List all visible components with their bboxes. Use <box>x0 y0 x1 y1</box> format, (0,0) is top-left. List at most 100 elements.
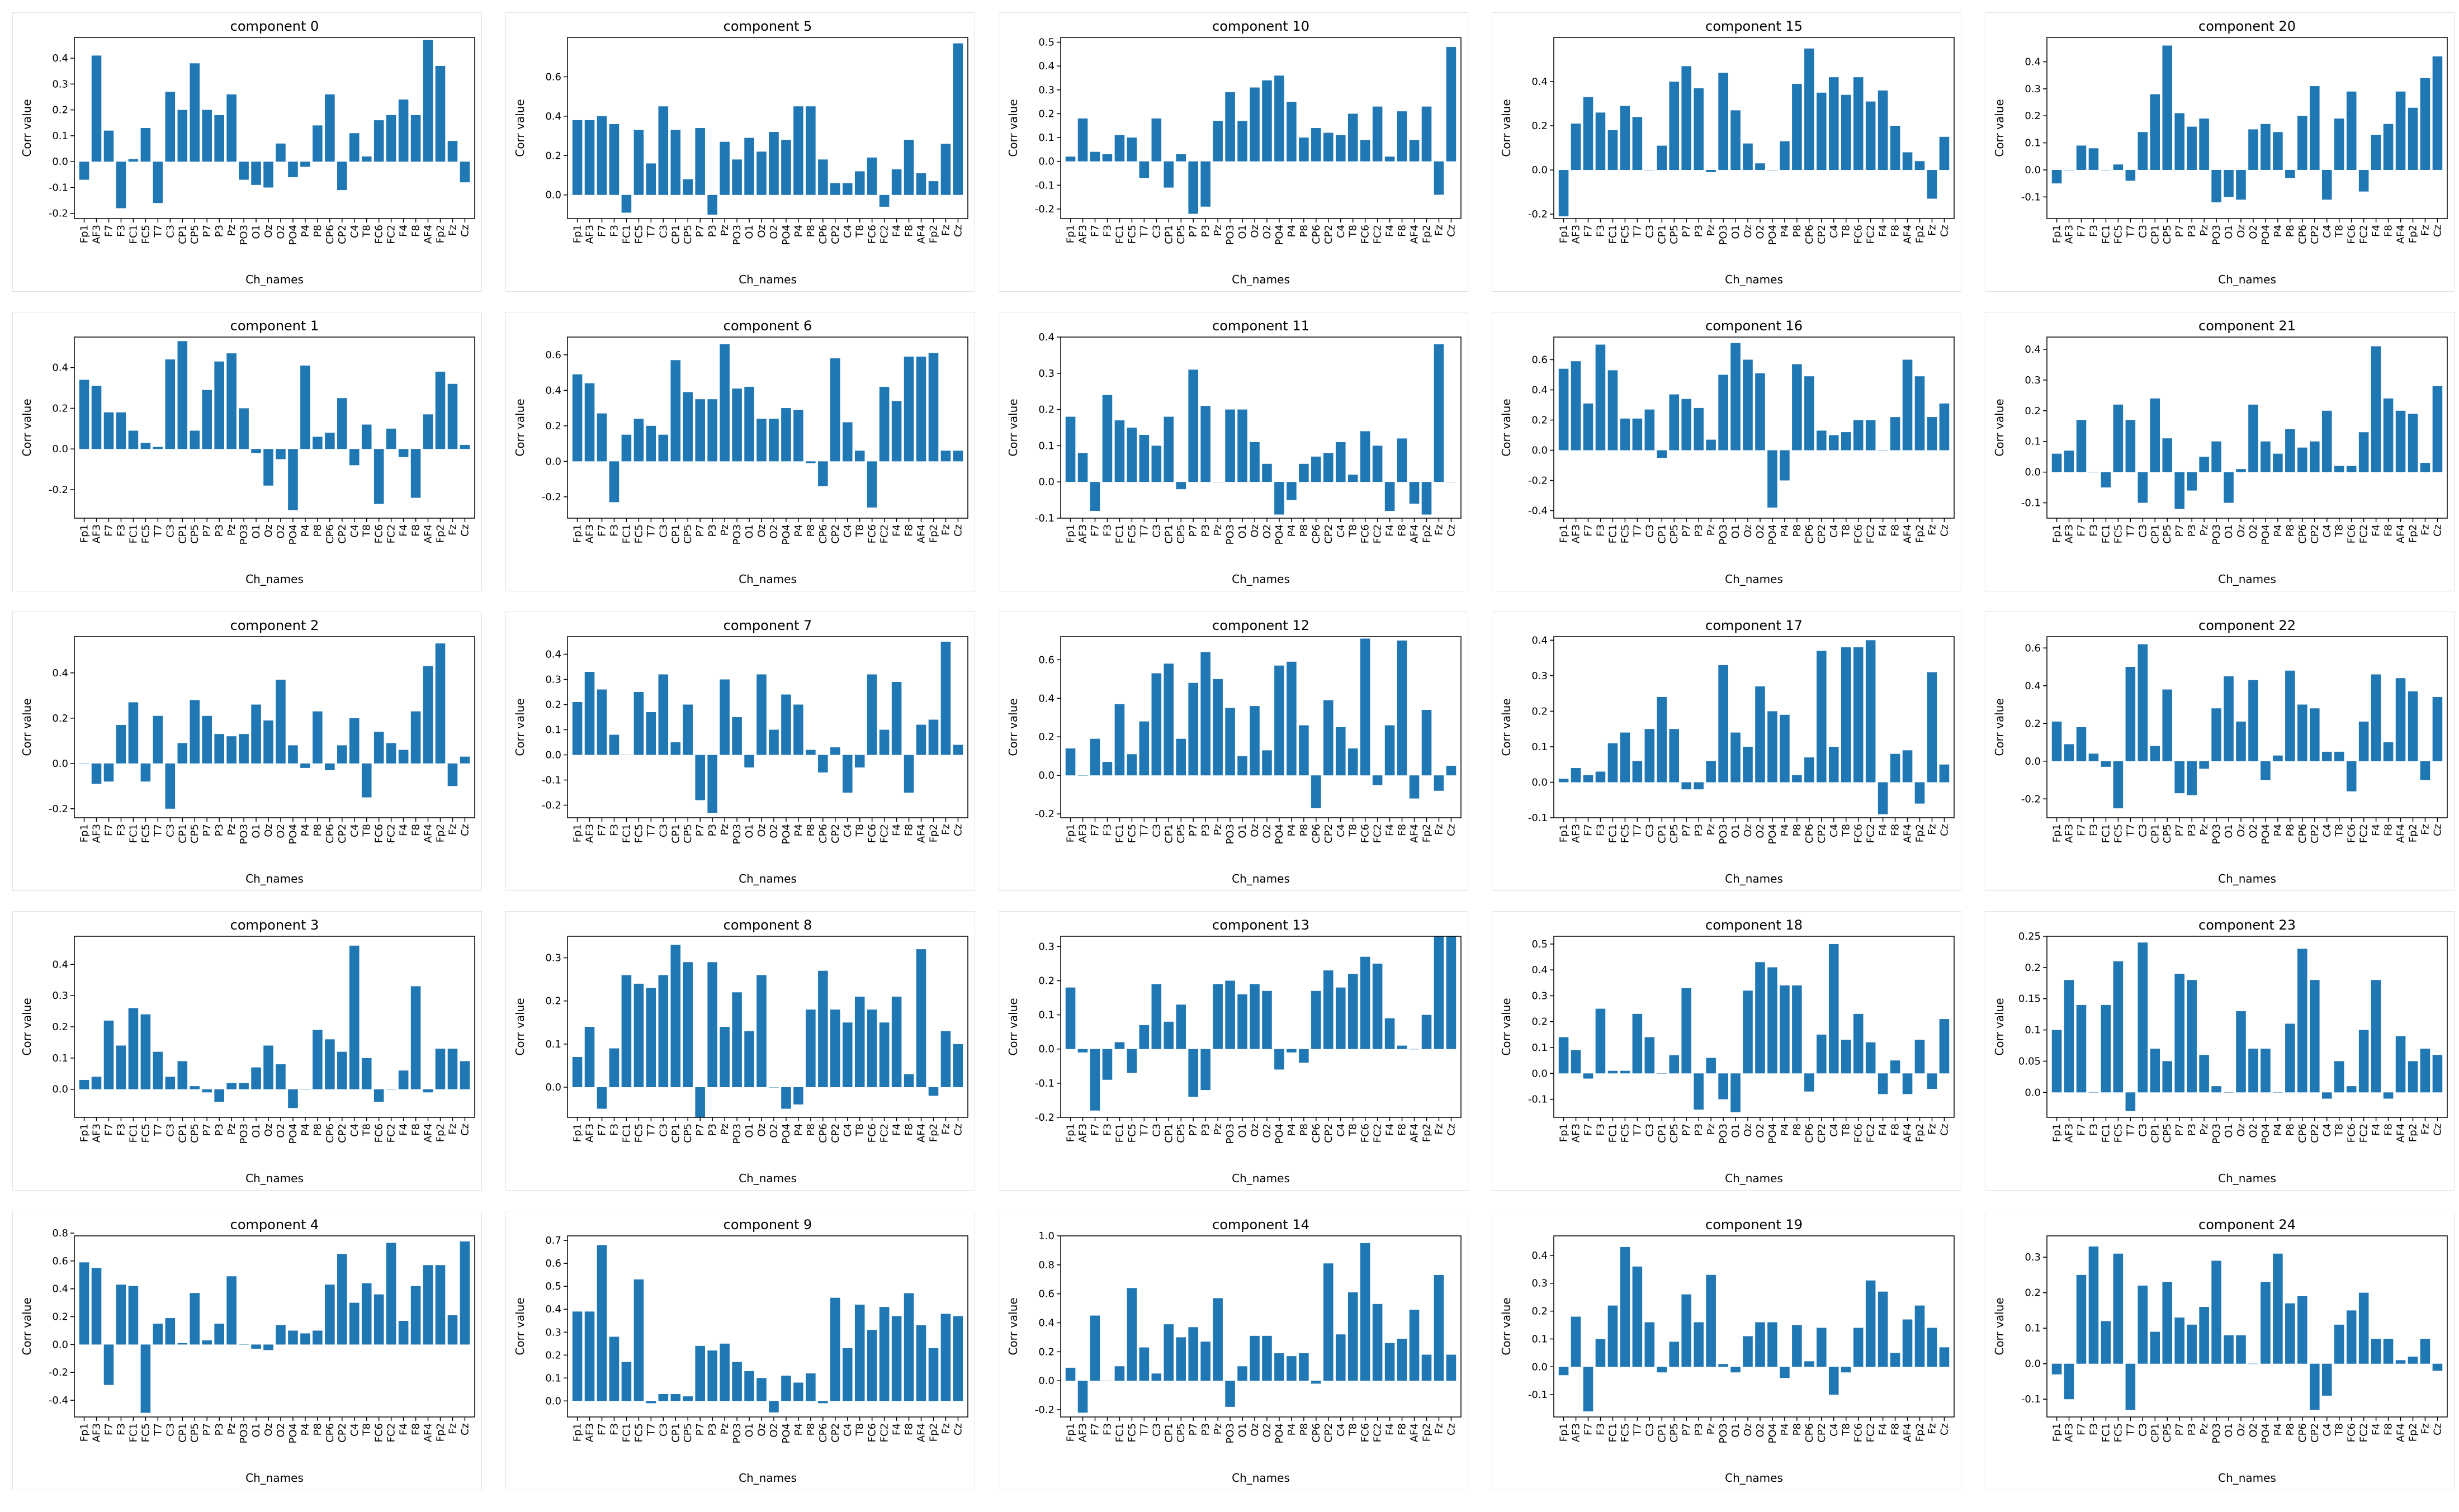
bar <box>1274 665 1284 776</box>
plot-frame <box>1553 37 1955 219</box>
bar <box>202 715 212 764</box>
bar <box>572 1057 583 1087</box>
x-tick-label: FC1 <box>127 225 139 244</box>
y-axis-label: Corr value <box>1500 399 1513 456</box>
bar <box>373 1294 384 1345</box>
plot-frame <box>1060 936 1462 1118</box>
x-tick-label: P3 <box>1200 824 1212 836</box>
chart-panel: component 7 -0.2 -0.1 0.0 0.1 0.2 0.3 0.4 Fp1 AF3… <box>505 612 975 891</box>
x-tick-label: F7 <box>2075 1423 2087 1435</box>
bar <box>1632 1013 1643 1074</box>
bar <box>744 138 754 195</box>
x-tick-label: PO4 <box>1767 225 1779 245</box>
x-tick-label: Fp2 <box>1421 524 1433 543</box>
bar <box>288 449 298 510</box>
x-tick-label: FC6 <box>867 824 878 843</box>
x-tick-label: O1 <box>744 1124 755 1138</box>
bar <box>1176 738 1186 776</box>
x-tick-label: F4 <box>2371 1124 2382 1136</box>
bar <box>2273 453 2283 472</box>
bar <box>597 413 607 462</box>
chart-title: component 17 <box>1705 618 1803 633</box>
bar <box>1767 1322 1777 1367</box>
bar <box>1287 482 1297 500</box>
bar <box>373 732 384 764</box>
bar <box>1421 709 1432 776</box>
bar <box>658 434 669 462</box>
chart-title: component 3 <box>230 917 319 933</box>
bar <box>769 132 779 195</box>
x-tick-label: CP5 <box>682 824 694 843</box>
x-tick-label: T7 <box>2125 524 2136 537</box>
bar <box>349 718 360 764</box>
bar <box>398 1070 409 1089</box>
chart-title: component 4 <box>230 1217 319 1233</box>
bar <box>1127 754 1137 776</box>
y-tick-label: 0.6 <box>2025 642 2041 654</box>
x-tick-label: CP6 <box>2297 824 2309 843</box>
x-tick-label: FC5 <box>1126 225 1138 244</box>
bar <box>720 1027 730 1087</box>
x-tick-label: P7 <box>2174 225 2186 237</box>
x-tick-label: T7 <box>152 824 164 837</box>
bar <box>707 195 717 215</box>
x-tick-label: FC6 <box>373 1423 385 1442</box>
x-tick-label: T8 <box>361 1124 373 1136</box>
x-axis-label: Ch_names <box>1725 273 1783 286</box>
y-tick-label: 0.4 <box>1531 634 1548 646</box>
bar <box>781 1087 791 1109</box>
bar <box>793 1087 803 1105</box>
bar <box>288 745 298 764</box>
y-tick-label: 0.0 <box>545 189 561 201</box>
x-tick-label: CP2 <box>1323 824 1335 843</box>
bar <box>1446 47 1457 162</box>
y-tick-label: 0.0 <box>1038 1375 1054 1387</box>
x-tick-label: CP2 <box>337 225 348 244</box>
bar <box>1780 450 1790 481</box>
bar <box>1730 110 1741 170</box>
x-tick-label: AF3 <box>1571 225 1582 244</box>
bar <box>1558 368 1569 451</box>
bar <box>670 945 681 1087</box>
bar <box>621 434 632 462</box>
x-tick-label: AF4 <box>423 225 434 244</box>
bar <box>707 962 717 1087</box>
x-tick-label: F4 <box>398 225 410 237</box>
x-tick-label: T8 <box>1347 1124 1359 1136</box>
bar <box>1372 963 1383 1049</box>
y-tick-label: 0.2 <box>2025 405 2041 417</box>
x-tick-label: AF3 <box>584 225 596 244</box>
bar <box>1287 661 1297 776</box>
y-tick-label: 0.2 <box>545 1349 561 1361</box>
x-tick-label: P7 <box>694 524 706 537</box>
x-tick-label: O2 <box>1261 1423 1273 1438</box>
bar <box>1607 1305 1618 1367</box>
plot-frame <box>2046 636 2448 818</box>
bar <box>1571 1050 1581 1074</box>
bar <box>2224 676 2234 761</box>
x-tick-label: F3 <box>115 1423 127 1435</box>
x-tick-label: Fp2 <box>1914 1124 1926 1142</box>
bar <box>251 1344 261 1349</box>
x-tick-label: AF3 <box>1077 1124 1089 1143</box>
bar <box>1853 1013 1864 1074</box>
x-tick-label: C4 <box>1335 1423 1347 1437</box>
bar <box>744 1371 754 1401</box>
bar <box>1335 442 1346 482</box>
x-tick-label: F8 <box>410 1124 422 1136</box>
bar <box>1681 399 1691 451</box>
bar <box>1323 1263 1333 1381</box>
y-tick-label: -0.1 <box>1035 1078 1054 1089</box>
y-axis-label: Corr value <box>1500 99 1513 157</box>
bar <box>2432 1055 2443 1093</box>
bar <box>658 106 669 195</box>
x-tick-label: Pz <box>719 1423 731 1434</box>
bar <box>867 1009 877 1087</box>
y-tick-label: 0.1 <box>1531 741 1548 753</box>
x-tick-label: FC5 <box>1126 1423 1138 1442</box>
bar <box>683 962 693 1087</box>
bar <box>128 430 139 449</box>
y-tick-label: 0.3 <box>52 78 68 90</box>
